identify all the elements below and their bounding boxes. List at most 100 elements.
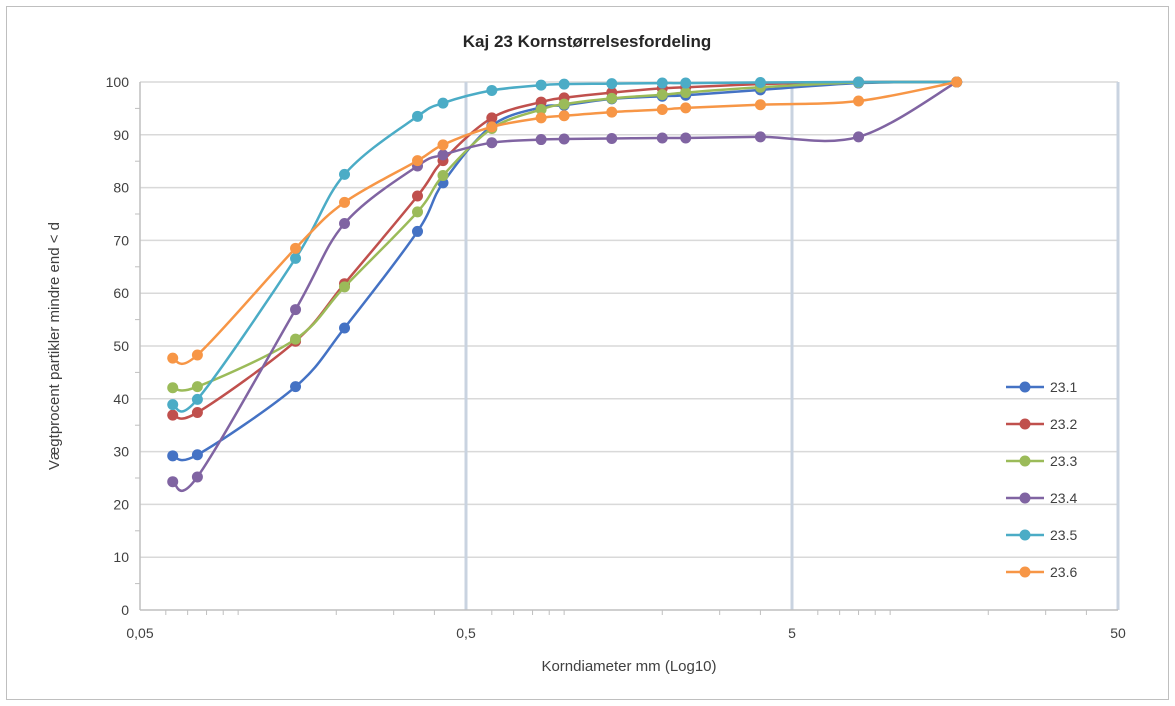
legend-item: 23.6: [1006, 564, 1077, 580]
data-point: [290, 381, 302, 393]
data-point: [191, 407, 203, 419]
series-23.5: [167, 76, 963, 413]
data-point: [437, 139, 449, 151]
data-point: [853, 76, 865, 88]
data-point: [167, 382, 179, 394]
data-point: [167, 476, 179, 488]
series-23.6: [167, 76, 963, 366]
series-23.4: [167, 76, 963, 492]
data-point: [486, 112, 498, 124]
x-tick-label: 50: [1110, 625, 1126, 641]
data-point: [191, 449, 203, 461]
data-point: [437, 97, 449, 109]
data-point: [535, 134, 547, 146]
data-point: [680, 132, 692, 144]
data-point: [558, 78, 570, 90]
data-point: [606, 78, 618, 90]
y-tick-label: 100: [106, 74, 130, 90]
y-tick-labels: 0 10 20 30 40 50 60 70 80 90 100: [106, 74, 130, 618]
data-point: [167, 352, 179, 364]
data-point: [558, 110, 570, 122]
legend: 23.1 23.2 23.3 23.4 23.5 23.6: [1006, 379, 1077, 580]
legend-item: 23.2: [1006, 416, 1077, 432]
legend-swatch-marker: [1019, 566, 1031, 578]
data-point: [339, 168, 351, 180]
legend-label: 23.3: [1050, 453, 1077, 469]
y-tick-label: 90: [113, 127, 129, 143]
data-point: [606, 106, 618, 118]
data-point: [191, 471, 203, 483]
legend-swatch-marker: [1019, 381, 1031, 393]
data-point: [437, 169, 449, 181]
data-point: [656, 103, 668, 115]
data-point: [535, 103, 547, 115]
data-point: [656, 77, 668, 89]
axes: [135, 82, 1118, 615]
data-point: [191, 393, 203, 405]
data-point: [680, 102, 692, 114]
y-tick-label: 10: [113, 549, 129, 565]
chart-svg: Kaj 23 Kornstørrelsesfordeling 0 10 20 30 40…: [46, 32, 1126, 675]
legend-label: 23.5: [1050, 527, 1077, 543]
data-point: [167, 399, 179, 411]
x-tick-label: 0,05: [126, 625, 153, 641]
data-point: [339, 218, 351, 230]
legend-label: 23.4: [1050, 490, 1077, 506]
y-tick-label: 40: [113, 391, 129, 407]
data-point: [339, 196, 351, 208]
series-layer: [167, 76, 963, 492]
y-tick-label: 60: [113, 285, 129, 301]
data-point: [290, 252, 302, 264]
data-point: [339, 322, 351, 334]
y-tick-label: 0: [121, 602, 129, 618]
data-point: [853, 131, 865, 143]
data-point: [606, 132, 618, 144]
y-tick-label: 20: [113, 496, 129, 512]
legend-label: 23.6: [1050, 564, 1077, 580]
legend-label: 23.1: [1050, 379, 1077, 395]
data-point: [167, 450, 179, 462]
data-point: [290, 304, 302, 316]
y-axis-label: Vægtprocent partikler mindre end < d: [46, 222, 63, 470]
data-point: [412, 190, 424, 202]
data-point: [412, 225, 424, 237]
data-point: [486, 137, 498, 149]
legend-item: 23.5: [1006, 527, 1077, 543]
data-point: [191, 381, 203, 393]
data-point: [412, 110, 424, 122]
legend-swatch-marker: [1019, 492, 1031, 504]
data-point: [535, 79, 547, 91]
legend-item: 23.1: [1006, 379, 1077, 395]
data-point: [656, 89, 668, 101]
x-tick-label: 5: [788, 625, 796, 641]
data-point: [437, 149, 449, 161]
data-point: [680, 77, 692, 89]
data-point: [680, 87, 692, 99]
legend-item: 23.4: [1006, 490, 1077, 506]
data-point: [656, 132, 668, 144]
legend-item: 23.3: [1006, 453, 1077, 469]
data-point: [606, 92, 618, 104]
data-point: [412, 206, 424, 218]
legend-label: 23.2: [1050, 416, 1077, 432]
data-point: [754, 99, 766, 111]
series-23.2: [167, 76, 963, 421]
chart-title: Kaj 23 Kornstørrelsesfordeling: [463, 32, 711, 51]
legend-swatch-marker: [1019, 418, 1031, 430]
x-tick-label: 0,5: [456, 625, 476, 641]
x-axis-label: Korndiameter mm (Log10): [541, 658, 716, 675]
data-point: [558, 133, 570, 145]
data-point: [191, 349, 203, 361]
data-point: [486, 84, 498, 96]
y-tick-label: 70: [113, 232, 129, 248]
data-point: [167, 409, 179, 421]
data-point: [339, 281, 351, 293]
data-point: [951, 76, 963, 88]
data-point: [558, 98, 570, 110]
data-point: [290, 242, 302, 254]
data-point: [853, 95, 865, 107]
y-tick-label: 80: [113, 180, 129, 196]
data-point: [290, 333, 302, 345]
data-point: [412, 155, 424, 167]
legend-swatch-marker: [1019, 529, 1031, 541]
